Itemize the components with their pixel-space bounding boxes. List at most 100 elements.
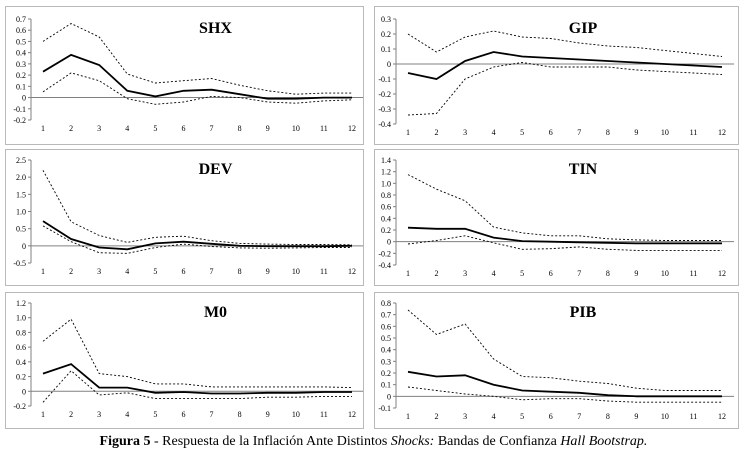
dev-x-tick-label: 9 xyxy=(266,267,270,276)
pib-x-tick-label: 2 xyxy=(435,412,439,421)
m0-x-tick-label: 10 xyxy=(292,410,300,419)
pib-x-tick-label: 8 xyxy=(606,412,610,421)
shx-x-tick-label: 6 xyxy=(181,124,185,133)
gip-x-tick-label: 4 xyxy=(492,128,496,137)
dev-chart-title: DEV xyxy=(199,161,233,178)
dev-x-tick-label: 5 xyxy=(153,267,157,276)
tin-chart-svg: TIN-0.4-0.200.20.40.60.81.01.21.41 2 3 4 5 6 7… xyxy=(378,156,734,278)
caption-text: - Respuesta de la Inflación Ante Distint… xyxy=(150,434,391,449)
pib-x-tick-label: 6 xyxy=(549,412,553,421)
pib-series-upper xyxy=(407,309,722,391)
dev-y-tick-label: 1.5 xyxy=(16,190,26,199)
pib-y-tick-label: -0.1 xyxy=(378,404,391,413)
m0-x-tick-label: 12 xyxy=(348,410,356,419)
m0-x-tick-label: 1 xyxy=(41,410,45,419)
m0-x-tick-label: 7 xyxy=(210,410,214,419)
tin-x-tick-label: 8 xyxy=(606,269,610,278)
tin-series-upper xyxy=(407,174,722,241)
tin-x-tick-label: 9 xyxy=(634,269,638,278)
tin-y-tick-label: 1.0 xyxy=(381,179,391,188)
gip-series-lower xyxy=(407,62,723,116)
gip-y-tick-label: -0.4 xyxy=(378,120,391,129)
tin-x-tick-label: 1 xyxy=(406,269,410,278)
dev-series-point xyxy=(42,220,353,251)
shx-chart-title: SHX xyxy=(199,20,232,37)
pib-x-tick-label: 9 xyxy=(634,412,638,421)
shx-y-tick-label: 0.1 xyxy=(16,82,26,91)
pib-x-tick-label: 12 xyxy=(718,412,726,421)
pib-chart-svg: PIB-0.100.10.20.30.40.50.60.70.81 2 3 4 5 6 7 8… xyxy=(378,299,734,421)
gip-x-tick-label: 9 xyxy=(634,128,638,137)
chart-panel-shx: SHX -0.2 -0.1 0 0.1 0.2 0.3 0.4 0.5 0.6 0.7 1 2 3 4 5 6 7… xyxy=(5,6,364,145)
pib-x-tick-label: 7 xyxy=(577,412,581,421)
shx-x-tick-label: 5 xyxy=(153,124,157,133)
figure-caption: Figura 5 - Respuesta de la Inflación Ant… xyxy=(0,434,747,450)
shx-series-lower xyxy=(42,72,353,105)
tin-x-tick-label: 3 xyxy=(463,269,467,278)
chart-panel-dev: DEV -0.5 0 0.5 1.0 1.5 2.0 2.5 1 2 3 4 5 6 7 8 9 10 11 12 xyxy=(5,149,364,286)
tin-series-lower xyxy=(407,235,722,251)
pib-x-tick-label: 3 xyxy=(463,412,467,421)
tin-x-tick-label: 11 xyxy=(690,269,698,278)
pib-x-tick-label: 4 xyxy=(492,412,496,421)
gip-y-tick-label: 0.2 xyxy=(381,30,391,39)
tin-y-tick-label: 1.2 xyxy=(381,168,391,177)
gip-x-tick-label: 6 xyxy=(549,128,553,137)
gip-y-tick-label: -0.1 xyxy=(378,75,391,84)
shx-x-tick-label: 2 xyxy=(69,124,73,133)
dev-y-tick-label: -0.5 xyxy=(13,259,26,268)
chart-panel-gip: GIP -0.4 -0.3 -0.2 -0.1 0 0.1 0.2 0.3 1 2 3 4 5 6 7 8 9 10… xyxy=(374,6,739,145)
pib-y-tick-label: 0.7 xyxy=(381,311,391,320)
m0-y-tick-label: 0.6 xyxy=(16,343,26,352)
gip-x-tick-label: 3 xyxy=(463,128,467,137)
m0-y-tick-label: -0.2 xyxy=(13,402,26,411)
dev-chart-svg: DEV-0.500.51.01.52.02.51 2 3 4 5 6 7 8 9 10 11 12 xyxy=(13,156,363,276)
tin-y-tick-label: 0.6 xyxy=(381,203,391,212)
shx-chart-svg: SHX-0.2-0.100.10.20.30.40.50.60.71 2 3 4 5 6 7… xyxy=(13,15,363,133)
gip-y-tick-label: 0.3 xyxy=(381,15,391,24)
m0-x-tick-label: 6 xyxy=(181,410,185,419)
gip-x-tick-label: 12 xyxy=(718,128,726,137)
gip-x-tick-label: 1 xyxy=(406,128,410,137)
pib-series-lower xyxy=(407,386,722,403)
pib-series-point xyxy=(407,370,722,398)
tin-y-tick-label: 0 xyxy=(387,238,391,247)
chart-panel-m0: M0 -0.2 0 0.2 0.4 0.6 0.8 1.0 1.2 1 2 3 4 5 6 7 8 9 10 11 12 xyxy=(5,292,364,429)
shx-x-tick-label: 12 xyxy=(348,124,356,133)
gip-chart-svg: GIP-0.4-0.3-0.2-0.100.10.20.31 2 3 4 5 6 7 8 9 10… xyxy=(378,15,734,137)
shx-y-tick-label: 0.7 xyxy=(16,15,26,24)
tin-x-tick-label: 12 xyxy=(718,269,726,278)
shx-y-tick-label: 0.3 xyxy=(16,60,26,69)
dev-x-tick-label: 12 xyxy=(348,267,356,276)
m0-series-lower xyxy=(42,370,352,403)
gip-y-tick-label: 0 xyxy=(387,60,391,69)
shx-x-tick-label: 10 xyxy=(292,124,300,133)
dev-x-tick-label: 3 xyxy=(97,267,101,276)
m0-y-tick-label: 1.2 xyxy=(16,299,26,308)
shx-y-tick-label: -0.1 xyxy=(13,105,26,114)
shx-x-tick-label: 3 xyxy=(97,124,101,133)
tin-x-tick-label: 2 xyxy=(435,269,439,278)
caption-method: Hall Bootstrap. xyxy=(560,434,648,449)
pib-x-tick-label: 10 xyxy=(661,412,669,421)
m0-x-tick-label: 9 xyxy=(266,410,270,419)
tin-x-tick-label: 4 xyxy=(492,269,496,278)
shx-series-upper xyxy=(42,22,352,95)
m0-chart-title: M0 xyxy=(204,304,227,321)
m0-x-tick-label: 8 xyxy=(238,410,242,419)
gip-series-point xyxy=(407,51,723,80)
dev-x-tick-label: 7 xyxy=(210,267,214,276)
shx-x-tick-label: 1 xyxy=(41,124,45,133)
dev-x-tick-label: 2 xyxy=(69,267,73,276)
shx-x-tick-label: 4 xyxy=(125,124,129,133)
gip-x-tick-label: 5 xyxy=(520,128,524,137)
gip-y-tick-label: 0.1 xyxy=(381,45,391,54)
gip-x-tick-label: 2 xyxy=(435,128,439,137)
dev-x-tick-label: 10 xyxy=(292,267,300,276)
dev-series-upper xyxy=(42,170,353,246)
gip-x-tick-label: 8 xyxy=(606,128,610,137)
m0-x-tick-label: 2 xyxy=(69,410,73,419)
tin-x-tick-label: 10 xyxy=(661,269,669,278)
dev-x-tick-label: 8 xyxy=(238,267,242,276)
pib-chart-title: PIB xyxy=(570,304,597,321)
